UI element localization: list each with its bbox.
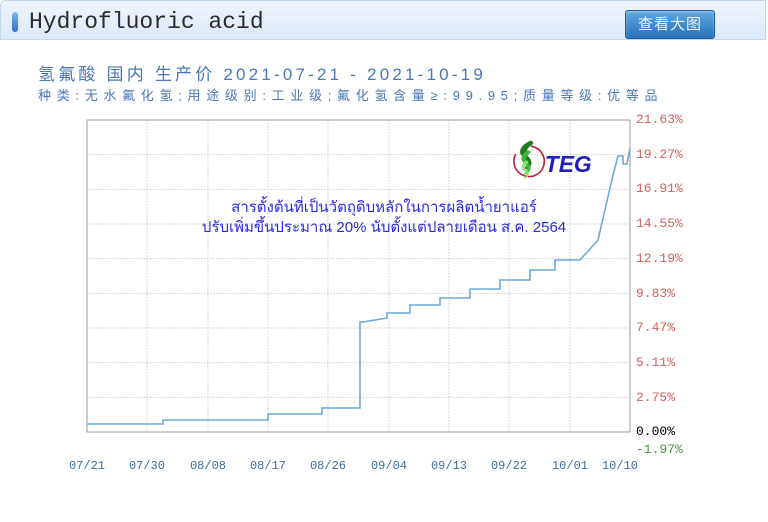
svg-text:TEG: TEG: [545, 151, 592, 177]
